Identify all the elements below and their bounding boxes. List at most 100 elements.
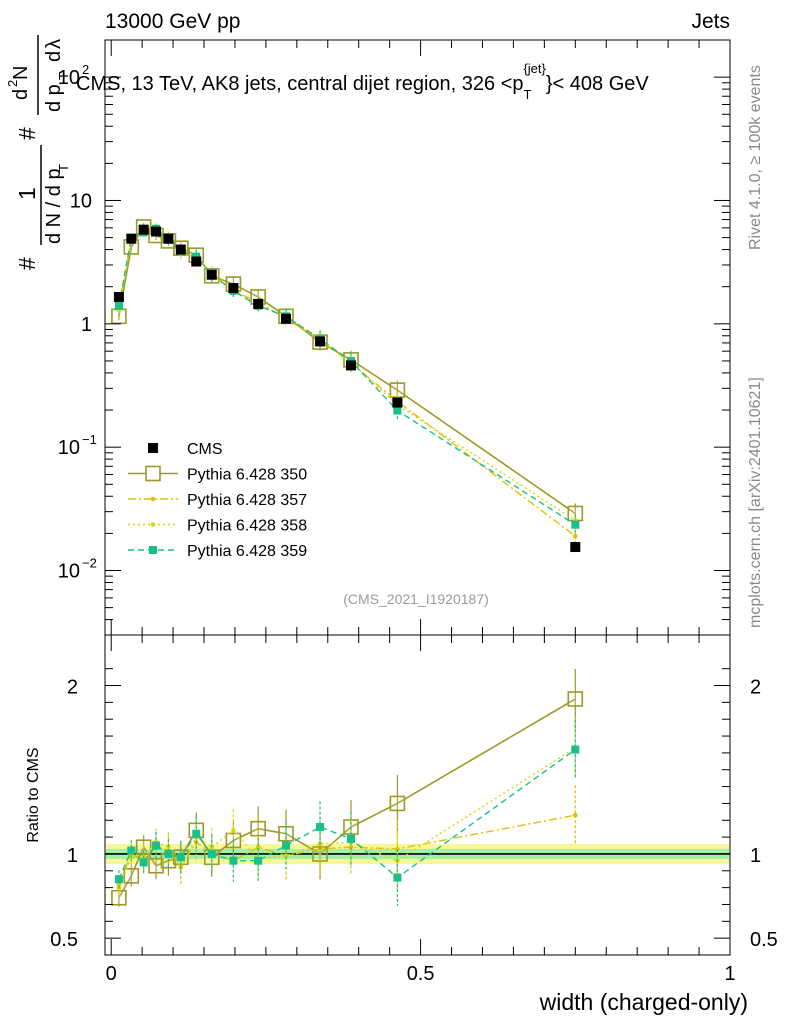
header-right: Jets bbox=[691, 10, 730, 33]
ratio-359-point bbox=[346, 834, 355, 843]
xtick-label: 0.5 bbox=[407, 963, 435, 985]
main-ytick-label: 10 bbox=[58, 67, 80, 89]
svg-text:2: 2 bbox=[5, 80, 20, 87]
legend-marker bbox=[145, 465, 161, 482]
x-axis-label: width (charged-only) bbox=[539, 989, 748, 1015]
ratio-359-point bbox=[282, 841, 291, 850]
ratio-359-point bbox=[229, 856, 238, 865]
cms-point bbox=[345, 360, 356, 371]
cms-point bbox=[175, 244, 186, 255]
cms-point bbox=[570, 542, 581, 553]
legend-label: Pythia 6.428 358 bbox=[187, 518, 307, 535]
ratio-359-point bbox=[316, 823, 325, 831]
legend-label: Pythia 6.428 350 bbox=[187, 467, 307, 484]
cms-point bbox=[228, 283, 239, 294]
ratio-359-point bbox=[207, 849, 216, 858]
svg-text:d: d bbox=[10, 89, 32, 100]
cms-point bbox=[281, 313, 292, 324]
ratio-ylabel: Ratio to CMS bbox=[25, 747, 42, 842]
cms-point bbox=[191, 256, 202, 267]
ratio-358-line bbox=[118, 747, 576, 888]
ratio-358-point bbox=[283, 853, 289, 858]
legend-marker bbox=[150, 522, 156, 527]
cms-point bbox=[163, 233, 174, 244]
main-ytick-label: 10 bbox=[58, 561, 80, 583]
ratio-350-point bbox=[250, 820, 266, 837]
ratio-uncertainty-band bbox=[105, 843, 730, 865]
ratio-358-point bbox=[166, 844, 171, 850]
svg-text:#: # bbox=[14, 127, 40, 140]
ratio-350-point bbox=[567, 691, 584, 707]
svg-text:d: d bbox=[43, 51, 65, 62]
legend-cms-marker bbox=[148, 443, 158, 453]
ratio-marks bbox=[111, 669, 584, 907]
cms-point bbox=[315, 336, 326, 347]
svg-text:T: T bbox=[56, 164, 71, 172]
ratio-ytick-label-right: 1 bbox=[750, 845, 761, 867]
cms-point bbox=[392, 397, 403, 408]
ratio-frame bbox=[104, 634, 731, 956]
main-ylabel: # 1 d N / d p T # d 2 N d p T d λ bbox=[5, 35, 71, 270]
header-left: 13000 GeV pp bbox=[105, 10, 240, 33]
main-ytick-exponent: 2 bbox=[82, 62, 89, 77]
ratio-ytick-label-right: 2 bbox=[750, 677, 761, 699]
svg-text:N: N bbox=[10, 66, 32, 80]
ratio-359-point bbox=[192, 829, 201, 838]
svg-text:d N / d p: d N / d p bbox=[43, 168, 65, 244]
cms-point bbox=[126, 233, 137, 244]
main-ytick-exponent: −1 bbox=[82, 432, 97, 447]
cms-point bbox=[113, 291, 124, 302]
legend-marker bbox=[149, 546, 157, 554]
ratio-ytick-label: 2 bbox=[67, 677, 78, 699]
svg-text:1: 1 bbox=[14, 187, 40, 200]
main-ytick-label: 10 bbox=[70, 190, 92, 212]
ratio-ytick-label-right: 0.5 bbox=[750, 929, 778, 951]
ratio-357-point bbox=[572, 812, 578, 818]
ratio-350-point bbox=[389, 795, 406, 812]
ratio-359-point bbox=[127, 846, 136, 855]
main-350-point bbox=[389, 382, 406, 398]
main-357-point bbox=[572, 533, 578, 539]
ratio-350-line bbox=[118, 698, 576, 899]
ratio-359-point bbox=[254, 856, 263, 865]
cms-point bbox=[138, 224, 149, 235]
svg-text:d p: d p bbox=[43, 84, 65, 112]
main-ytick-exponent: −2 bbox=[82, 556, 97, 571]
legend-label: Pythia 6.428 357 bbox=[187, 492, 307, 509]
ratio-350-point bbox=[123, 868, 140, 884]
svg-text:T: T bbox=[56, 72, 71, 80]
xtick-label: 1 bbox=[724, 963, 735, 985]
ratio-ytick-label: 0.5 bbox=[50, 929, 78, 951]
ratio-359-point bbox=[393, 873, 402, 882]
cms-point bbox=[206, 269, 217, 280]
ratio-359-point bbox=[571, 745, 580, 754]
xtick-label: 0 bbox=[106, 963, 117, 985]
legend: CMS Pythia 6.428 350 Pythia 6.428 357 Pythi… bbox=[128, 441, 307, 560]
rivet-label: Rivet 4.1.0, ≥ 100k events bbox=[747, 65, 764, 250]
main-359-point bbox=[114, 301, 123, 310]
main-359-point bbox=[571, 520, 580, 529]
main-359-line bbox=[118, 227, 576, 526]
ratio-359-point bbox=[152, 841, 161, 850]
main-357-line bbox=[118, 227, 576, 537]
cms-point bbox=[253, 298, 264, 309]
mcplots-label: mcplots.cern.ch [arXiv:2401.10621] bbox=[747, 377, 764, 628]
ratio-359-point bbox=[139, 858, 148, 867]
svg-text:#: # bbox=[14, 257, 40, 270]
main-marks bbox=[111, 219, 584, 553]
svg-text:λ: λ bbox=[43, 39, 65, 49]
legend-label: CMS bbox=[187, 441, 223, 458]
legend-label: Pythia 6.428 359 bbox=[187, 543, 307, 560]
analysis-watermark: (CMS_2021_I1920187) bbox=[343, 591, 489, 607]
cms-point bbox=[151, 226, 162, 237]
legend-marker bbox=[150, 496, 156, 502]
main-359-point bbox=[393, 406, 402, 415]
ratio-358-point bbox=[231, 828, 236, 833]
ratio-359-point bbox=[176, 853, 185, 862]
ratio-359-point bbox=[114, 875, 123, 884]
ratio-ytick-label: 1 bbox=[67, 845, 78, 867]
main-ytick-label: 1 bbox=[81, 314, 92, 336]
plot-title: CMS, 13 TeV, AK8 jets, central dijet reg… bbox=[76, 61, 649, 102]
